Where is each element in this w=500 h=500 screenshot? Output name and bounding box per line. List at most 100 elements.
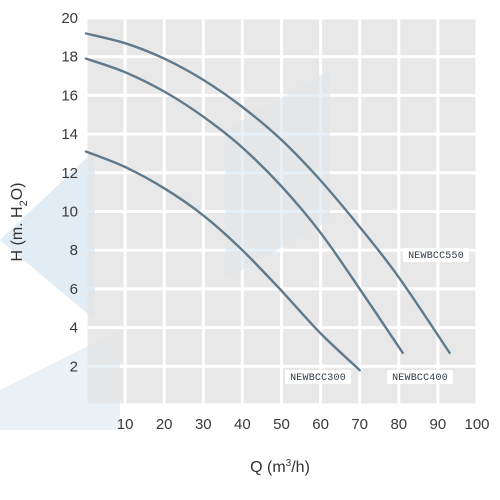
grid-cell <box>439 174 476 210</box>
grid-cell <box>204 251 241 288</box>
grid-cell <box>165 213 202 249</box>
series-labels: NEWBCC300 NEWBCC400 NEWBCC550 <box>285 248 469 384</box>
x-tick-label: 30 <box>195 416 212 433</box>
grid-cell <box>400 213 437 249</box>
series-lines <box>84 32 451 372</box>
grid-cell <box>204 329 241 365</box>
grid-cell <box>400 19 437 56</box>
y-tick-label: 20 <box>61 10 78 27</box>
x-tick-label: 10 <box>117 416 134 433</box>
grid-cell <box>87 96 124 133</box>
y-tick-label: 8 <box>70 242 78 259</box>
grid-cell <box>361 174 398 210</box>
x-axis-ticks: 10 20 30 40 50 60 70 80 90 100 <box>117 416 490 433</box>
grid-cell <box>439 213 476 249</box>
grid <box>87 19 476 404</box>
grid-cell <box>165 367 202 404</box>
series-line-newbcc400 <box>84 57 404 354</box>
x-tick-label: 50 <box>273 416 290 433</box>
grid-cell <box>400 58 437 94</box>
grid-cell <box>283 213 320 249</box>
grid-cell <box>283 135 320 172</box>
grid-cell <box>87 367 124 404</box>
grid-cell <box>165 290 202 327</box>
grid-cell <box>322 251 359 288</box>
x-tick-label: 70 <box>351 416 368 433</box>
y-tick-label: 4 <box>70 320 78 337</box>
grid-cell <box>126 251 163 288</box>
y-axis-title: H (m. H2O) <box>9 182 30 261</box>
grid-cell <box>439 135 476 172</box>
grid-cell <box>126 290 163 327</box>
grid-cell <box>439 58 476 94</box>
grid-cell <box>400 174 437 210</box>
grid-cell <box>283 19 320 56</box>
grid-cell <box>165 329 202 365</box>
x-tick-label: 100 <box>464 416 489 433</box>
grid-cell <box>204 96 241 133</box>
x-tick-label: 90 <box>430 416 447 433</box>
series-line-newbcc550 <box>84 32 451 354</box>
grid-cell <box>439 19 476 56</box>
series-label-background <box>285 370 351 384</box>
grid-cell <box>126 213 163 249</box>
grid-cell <box>204 367 241 404</box>
grid-cell <box>87 213 124 249</box>
grid-cell <box>204 58 241 94</box>
grid-cell <box>165 251 202 288</box>
grid-cell <box>283 329 320 365</box>
grid-cell <box>322 58 359 94</box>
grid-cell <box>165 135 202 172</box>
x-tick-label: 60 <box>312 416 329 433</box>
grid-cell <box>439 290 476 327</box>
grid-cell <box>400 135 437 172</box>
y-tick-label: 10 <box>61 204 78 221</box>
x-tick-label: 80 <box>390 416 407 433</box>
grid-cell <box>322 135 359 172</box>
x-axis-title: Q (m3/h) <box>250 458 310 476</box>
grid-cell <box>204 19 241 56</box>
series-label-background <box>387 370 453 384</box>
grid-cell <box>204 174 241 210</box>
grid-cell <box>361 58 398 94</box>
grid-cell <box>361 96 398 133</box>
grid-cell <box>126 135 163 172</box>
y-tick-label: 2 <box>70 358 78 375</box>
grid-cell <box>204 290 241 327</box>
grid-cell <box>87 251 124 288</box>
x-tick-label: 20 <box>156 416 173 433</box>
grid-cell <box>243 19 280 56</box>
grid-cell <box>243 213 280 249</box>
grid-cell <box>87 290 124 327</box>
series-label-newbcc400: NEWBCC400 <box>392 373 448 384</box>
y-tick-label: 14 <box>61 126 78 143</box>
grid-cell <box>400 96 437 133</box>
grid-cell <box>87 329 124 365</box>
grid-cell <box>283 251 320 288</box>
grid-cell <box>322 96 359 133</box>
grid-cell <box>361 290 398 327</box>
grid-cell <box>283 58 320 94</box>
series-label-background <box>403 248 469 262</box>
grid-cell <box>126 329 163 365</box>
grid-cell <box>126 174 163 210</box>
grid-cell <box>361 19 398 56</box>
grid-cell <box>126 96 163 133</box>
grid-cell <box>400 290 437 327</box>
grid-cell <box>243 290 280 327</box>
grid-cell <box>361 251 398 288</box>
grid-cell <box>243 367 280 404</box>
series-line-newbcc300 <box>84 150 361 372</box>
grid-cell <box>361 213 398 249</box>
grid-cell <box>87 58 124 94</box>
grid-cell <box>361 135 398 172</box>
grid-cell <box>243 329 280 365</box>
watermark-shape <box>0 150 95 320</box>
grid-cell <box>400 329 437 365</box>
series-label-newbcc300: NEWBCC300 <box>290 373 346 384</box>
series-label-newbcc550: NEWBCC550 <box>408 251 464 262</box>
grid-cell <box>283 290 320 327</box>
grid-cell <box>283 174 320 210</box>
y-tick-label: 12 <box>61 165 78 182</box>
